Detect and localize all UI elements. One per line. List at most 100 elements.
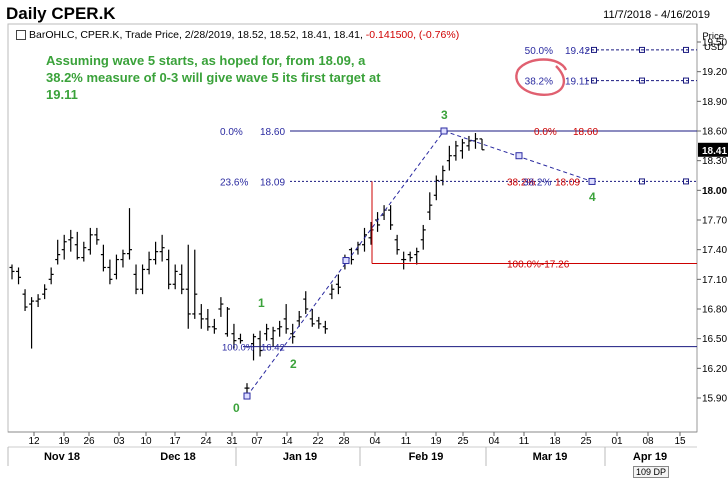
level-handle [591, 77, 597, 84]
ohlc-bar [440, 165, 446, 186]
ohlc-bar [394, 234, 400, 255]
date-range: 11/7/2018 - 4/16/2019 [603, 9, 710, 21]
x-tick-label: 26 [83, 436, 95, 447]
month-label: Apr 19 [633, 451, 667, 463]
x-tick-label: 17 [169, 436, 181, 447]
y-tick-label: 19.20 [702, 67, 727, 78]
x-tick-label: 19 [58, 436, 70, 447]
ohlc-bar [264, 323, 270, 341]
red-pct-382: 38.2% [507, 177, 535, 188]
y-tick-label: 18.90 [702, 97, 727, 108]
level-handle [683, 46, 689, 53]
ohlc-bar [198, 304, 204, 329]
ohlc-bar [322, 320, 328, 334]
fib-value-236: 18.09 [260, 177, 285, 188]
month-label: Nov 18 [44, 451, 80, 463]
info-prefix: BarOHLC, CPER.K, Trade Price, 2/28/2019,… [29, 29, 363, 41]
y-tick-label: 15.90 [702, 394, 727, 405]
ohlc-bar [446, 145, 452, 171]
highlight-circle [515, 58, 568, 96]
x-tick-label: 10 [140, 436, 152, 447]
ohlc-bar [309, 309, 315, 327]
ohlc-bar [61, 234, 67, 260]
ohlc-bar [192, 249, 198, 319]
ohlc-bar [211, 318, 217, 334]
ohlc-bar [74, 231, 80, 260]
ohlc-bar [231, 323, 237, 349]
ohlc-bar [172, 264, 178, 290]
overlap-pct-text: 38.2% [523, 177, 551, 188]
dp-badge: 109 DP [633, 466, 670, 478]
y-tick-label: 18.60 [702, 127, 727, 138]
ohlc-bar [22, 289, 28, 311]
ohlc-bar [303, 291, 309, 314]
fib-pct-236: 23.6% [220, 177, 248, 188]
fib-pct-382: 38.2% [525, 77, 553, 88]
ohlc-bar [100, 244, 106, 272]
fib-pct-0: 0.0% [220, 127, 243, 138]
y-tick-label: 17.70 [702, 216, 727, 227]
x-tick-label: 03 [113, 436, 125, 447]
ohlc-bar [153, 241, 159, 265]
y-tick-label: 16.20 [702, 364, 727, 375]
level-handle [639, 77, 645, 84]
ohlc-bar [87, 227, 93, 255]
red-value-382: 18.09 [555, 177, 580, 188]
ohlc-bar [466, 135, 472, 151]
annotation-note: Assuming wave 5 starts, as hoped for, fr… [46, 53, 381, 102]
ohlc-bar [185, 244, 191, 329]
ohlc-bar [368, 221, 374, 245]
ohlc-bar [296, 310, 302, 327]
x-tick-label: 31 [226, 436, 238, 447]
ohlc-bar [113, 254, 119, 280]
ohlc-bar [35, 294, 41, 308]
info-change: -0.141500, (-0.76%) [365, 29, 460, 41]
ohlc-bar [401, 251, 407, 270]
y-tick-label: 17.40 [702, 245, 727, 256]
x-tick-label: 11 [519, 436, 530, 447]
ohlc-bar [179, 264, 185, 295]
ohlc-bar [277, 320, 283, 337]
ohlc-bar [55, 239, 61, 265]
ohlc-bar [283, 304, 289, 334]
x-tick-label: 25 [580, 436, 592, 447]
red-pct-0: 0.0% [534, 127, 557, 138]
month-label: Mar 19 [533, 451, 568, 463]
ohlc-bar [375, 212, 381, 232]
ohlc-bar [68, 229, 74, 252]
wave-trend-0-3 [246, 130, 445, 397]
trend-handle [515, 152, 523, 160]
ohlc-bar [127, 208, 132, 260]
currency-label: USD [703, 42, 724, 53]
fib-pct-100: 100.0% [222, 343, 255, 354]
ohlc-bar [459, 138, 465, 159]
y-tick-label: 16.50 [702, 334, 727, 345]
trend-handle [588, 177, 596, 185]
wave-label-1: 1 [258, 296, 265, 310]
ohlc-bar [257, 330, 263, 357]
x-tick-label: 24 [200, 436, 212, 447]
ohlc-bar [146, 251, 152, 275]
x-tick-label: 19 [430, 436, 442, 447]
fib-value-50: 19.42 [565, 46, 590, 57]
ohlc-bar [427, 192, 433, 220]
ohlc-bar [29, 297, 35, 349]
price-label: Price [702, 31, 724, 42]
x-tick-label: 14 [281, 436, 293, 447]
ohlc-bar [94, 227, 100, 245]
month-label: Feb 19 [409, 451, 444, 463]
x-tick-label: 15 [674, 436, 686, 447]
trend-handle [440, 127, 448, 135]
ohlc-bar [237, 333, 243, 344]
ohlc-bar [42, 284, 48, 300]
series-settings-icon[interactable] [16, 30, 26, 41]
x-tick-label: 07 [251, 436, 263, 447]
ohlc-bar [166, 249, 172, 290]
ohlc-bar [348, 247, 354, 265]
ohlc-bar [218, 297, 224, 317]
wave-label-0: 0 [233, 401, 240, 415]
ohlc-bar [362, 227, 367, 252]
ohlc-bar [133, 264, 139, 295]
